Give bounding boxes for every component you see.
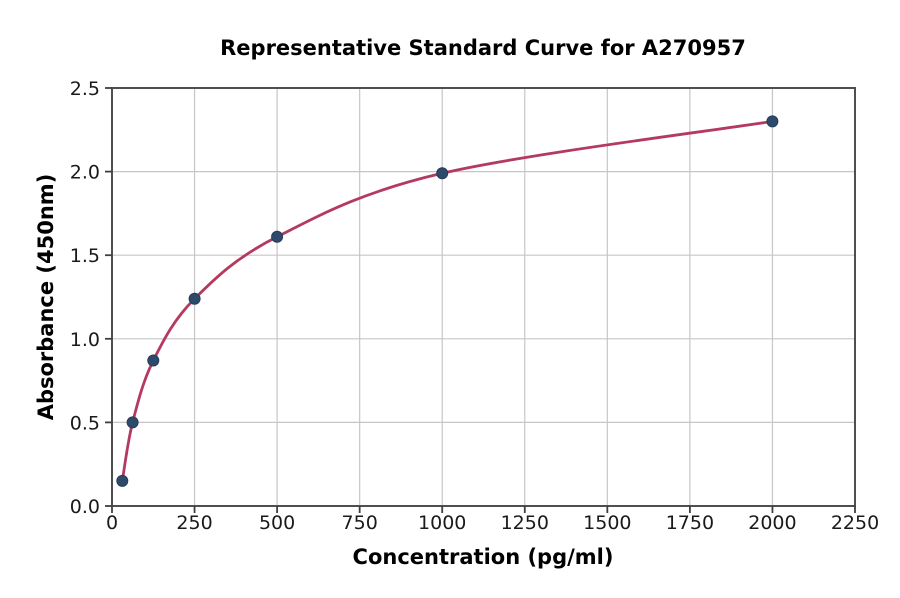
chart-title: Representative Standard Curve for A27095… [220, 36, 746, 60]
data-point [271, 230, 284, 243]
data-point [116, 474, 129, 487]
x-tick-label: 1500 [583, 512, 631, 534]
x-tick-label: 2000 [748, 512, 796, 534]
x-tick-label: 250 [176, 512, 212, 534]
standard-curve-line [120, 120, 774, 483]
y-tick-label: 0.0 [70, 496, 100, 518]
data-point [188, 292, 201, 305]
data-point [147, 354, 160, 367]
x-tick-label: 1750 [666, 512, 714, 534]
y-tick-label: 2.0 [70, 162, 100, 184]
y-axis-label: Absorbance (450nm) [34, 174, 58, 421]
x-tick-label: 1250 [501, 512, 549, 534]
y-tick-label: 1.5 [70, 245, 100, 267]
plot-border [111, 87, 856, 507]
data-point [126, 416, 139, 429]
curve-series-layer [116, 115, 779, 487]
x-tick-label: 1000 [418, 512, 466, 534]
y-tick-label: 2.5 [70, 78, 100, 100]
x-axis-label: Concentration (pg/ml) [353, 545, 614, 569]
y-tick-label: 1.0 [70, 329, 100, 351]
y-tick-label: 0.5 [70, 412, 100, 434]
x-tick-label: 0 [106, 512, 118, 534]
data-point [436, 167, 449, 180]
x-tick-label: 500 [259, 512, 295, 534]
x-tick-label: 2250 [831, 512, 879, 534]
data-point [766, 115, 779, 128]
axes-layer: 0 250 500 750 1000 1250 1500 1750 2000 2250 0.0 0.5… [70, 78, 879, 534]
grid-layer [111, 87, 856, 507]
x-tick-label: 750 [342, 512, 378, 534]
